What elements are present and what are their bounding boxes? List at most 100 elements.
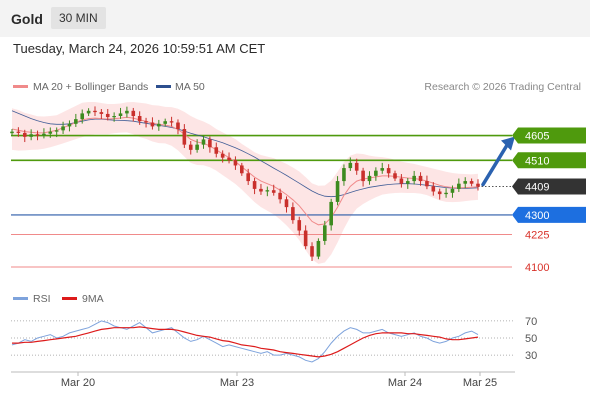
candle-body (195, 144, 199, 150)
candle-body (35, 134, 40, 136)
level-badge-text-4300: 4300 (525, 210, 549, 222)
candle-body (431, 186, 436, 192)
candle-body (80, 113, 85, 120)
candle-body (176, 122, 180, 130)
candle-body (67, 123, 72, 127)
candle-body (240, 165, 244, 174)
level-badge-4605 (512, 127, 586, 144)
rsi-tick-50: 50 (525, 333, 537, 345)
moving-averages (11, 110, 479, 226)
candle-body (278, 192, 282, 200)
candle-body (444, 192, 448, 195)
candle-body (476, 183, 480, 187)
rsi-panel: 70 50 30 (11, 316, 537, 363)
projection (481, 136, 515, 187)
candle-body (342, 168, 346, 182)
candle-body (131, 110, 136, 117)
candle-body (297, 220, 302, 231)
candle-body (450, 188, 455, 193)
candle-body (220, 153, 225, 158)
candle-body (425, 181, 429, 187)
candle-body (233, 160, 238, 166)
level-badge-4510 (512, 152, 586, 169)
legend-swatch-ma20 (13, 85, 28, 88)
x-axis: Mar 20 Mar 23 Mar 24 Mar 25 (11, 371, 515, 389)
candle-body (54, 130, 59, 132)
candle-body (322, 225, 327, 241)
rsi-tick-70: 70 (525, 316, 537, 328)
candle-body (93, 110, 97, 113)
candle-body (271, 190, 276, 193)
candle-body (125, 110, 129, 114)
candle-body (437, 191, 442, 195)
candle-body (86, 110, 91, 114)
candle-body (303, 230, 308, 247)
candle-body (214, 147, 219, 154)
projection-arrow-line (481, 141, 510, 187)
candle-body (99, 112, 104, 114)
rsi-tick-30: 30 (525, 350, 537, 362)
chart-datetime: Tuesday, March 24, 2026 10:59:51 AM CET (13, 41, 266, 56)
candle-body (61, 126, 65, 131)
legend-rsi-label: RSI (33, 293, 51, 305)
candle-body (265, 190, 270, 192)
candle-body (74, 119, 78, 124)
support-label-4225: 4225 (525, 229, 549, 241)
candle-body (329, 201, 333, 226)
bollinger-band (12, 101, 478, 264)
x-tick-label: Mar 23 (220, 377, 254, 389)
research-credit: Research © 2026 Trading Central (424, 81, 581, 93)
levels (11, 134, 512, 268)
candle-body (144, 121, 148, 123)
level-badge-text-4510: 4510 (525, 155, 549, 167)
candle-body (29, 134, 33, 137)
candle-body (361, 170, 365, 182)
projection-arrow-head (501, 136, 515, 151)
candle-body (469, 181, 474, 184)
candle-body (316, 240, 321, 257)
support-label-4100: 4100 (525, 262, 549, 274)
instrument-title: Gold (11, 11, 43, 27)
candle-body (16, 131, 21, 133)
level-badges: 4605 4510 4409 4300 4225 4100 (512, 127, 586, 274)
level-badge-4300 (512, 206, 586, 223)
legend-ma50-label: MA 50 (175, 81, 205, 93)
candle-body (163, 121, 168, 124)
candle-body (348, 162, 353, 169)
candle-body (157, 123, 161, 127)
candle-body (169, 121, 174, 123)
candle-body (246, 173, 250, 182)
candle-body (367, 175, 372, 182)
candle-body (386, 168, 391, 174)
candle-body (463, 181, 468, 184)
x-tick-label: Mar 20 (61, 377, 95, 389)
timeframe-button[interactable]: 30 MIN (51, 7, 106, 29)
legend-swatch-rsi (13, 297, 28, 300)
candle-body (105, 113, 110, 118)
candle-body (291, 207, 295, 221)
level-badge-text-4605: 4605 (525, 131, 549, 143)
rsi-line (11, 320, 479, 363)
candle-body (405, 181, 410, 184)
candle-body (374, 170, 378, 176)
level-badge-4409 (512, 178, 586, 195)
candle-body (335, 181, 340, 202)
candle-body (112, 116, 116, 118)
candle-body (457, 183, 461, 189)
legend-ma20-label: MA 20 + Bollinger Bands (33, 81, 148, 93)
9ma-line (12, 326, 479, 358)
candle-body (42, 133, 46, 136)
candle-body (201, 139, 206, 145)
candle-body (310, 246, 314, 257)
x-tick-label: Mar 24 (388, 377, 422, 389)
candle-body (354, 162, 359, 171)
candle-body (150, 122, 155, 127)
candle-body (393, 173, 397, 179)
level-badge-text-4409: 4409 (525, 182, 549, 194)
candle-body (48, 131, 53, 134)
ma50-line (11, 110, 479, 198)
candle-body (22, 132, 27, 137)
ma20-line (11, 116, 479, 226)
legend-swatch-ma50 (156, 85, 171, 88)
